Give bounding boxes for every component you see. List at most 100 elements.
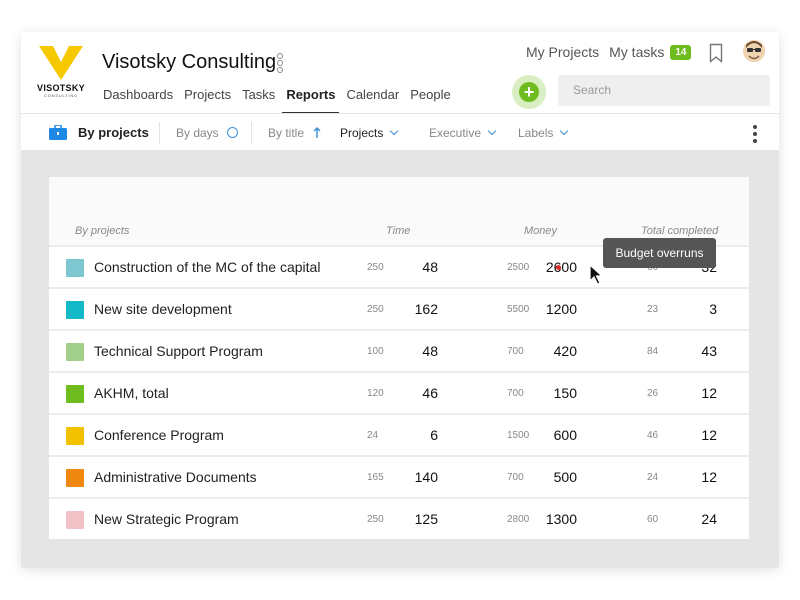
my-tasks-link[interactable]: My tasks bbox=[609, 44, 665, 60]
project-color-swatch bbox=[66, 385, 84, 403]
nav-dashboards[interactable]: Dashboards bbox=[103, 87, 174, 102]
nav-people[interactable]: People bbox=[410, 87, 451, 102]
time-plan: 120 bbox=[367, 388, 384, 399]
money-plan: 2500 bbox=[507, 262, 530, 273]
time-plan: 24 bbox=[367, 430, 379, 441]
by-days-label: By days bbox=[176, 126, 219, 140]
time-actual: 140 bbox=[414, 469, 438, 485]
app-window: VISOTSKY CONSULTING Visotsky Consulting … bbox=[21, 32, 779, 568]
money-plan: 2800 bbox=[507, 514, 530, 525]
time-actual: 125 bbox=[414, 511, 438, 527]
total-plan: 24 bbox=[647, 472, 659, 483]
project-name: Administrative Documents bbox=[94, 469, 257, 485]
circle-icon bbox=[226, 127, 238, 138]
report-panel-header bbox=[49, 177, 749, 245]
project-name: New site development bbox=[94, 301, 232, 317]
table-row[interactable]: New Strategic Program 250 125 2800 1300 … bbox=[49, 497, 749, 539]
logo-subtext: CONSULTING bbox=[44, 93, 78, 98]
column-header-total: Total completed bbox=[641, 225, 719, 237]
project-color-swatch bbox=[66, 259, 84, 277]
total-plan: 46 bbox=[647, 430, 659, 441]
money-actual: 2600 bbox=[545, 259, 577, 275]
report-panel: By projects Time Money Total completed C… bbox=[49, 177, 749, 539]
plus-icon: + bbox=[519, 82, 539, 102]
overrun-indicator[interactable] bbox=[556, 265, 561, 270]
bookmark-icon[interactable] bbox=[709, 43, 723, 63]
money-actual: 500 bbox=[553, 469, 577, 485]
by-projects-tab[interactable]: By projects bbox=[78, 125, 149, 140]
logo-text: VISOTSKY bbox=[37, 83, 85, 93]
add-button[interactable]: + bbox=[512, 75, 546, 109]
money-actual: 420 bbox=[553, 343, 577, 359]
money-plan: 1500 bbox=[507, 430, 530, 441]
money-plan: 700 bbox=[507, 346, 524, 357]
column-header-time: Time bbox=[386, 225, 411, 237]
company-menu-icon[interactable] bbox=[277, 53, 283, 73]
report-toolbar: By projects By days By title Projects Ex… bbox=[21, 113, 779, 151]
company-logo[interactable]: VISOTSKY CONSULTING bbox=[35, 46, 87, 110]
time-actual: 6 bbox=[430, 427, 438, 443]
total-plan: 60 bbox=[647, 514, 659, 525]
total-actual: 24 bbox=[701, 511, 717, 527]
project-color-swatch bbox=[66, 343, 84, 361]
time-actual: 46 bbox=[422, 385, 438, 401]
executive-filter[interactable]: Executive bbox=[429, 114, 497, 152]
total-actual: 12 bbox=[701, 427, 717, 443]
time-plan: 165 bbox=[367, 472, 384, 483]
money-plan: 5500 bbox=[507, 304, 530, 315]
time-actual: 48 bbox=[422, 343, 438, 359]
executive-filter-label: Executive bbox=[429, 126, 482, 140]
company-name: Visotsky Consulting bbox=[102, 51, 277, 73]
nav-tasks[interactable]: Tasks bbox=[242, 87, 276, 102]
table-row[interactable]: New site development 250 162 5500 1200 2… bbox=[49, 287, 749, 329]
total-actual: 3 bbox=[709, 301, 717, 317]
toolbar-divider bbox=[251, 122, 252, 144]
nav-reports[interactable]: Reports bbox=[282, 84, 340, 114]
total-plan: 23 bbox=[647, 304, 659, 315]
money-actual: 600 bbox=[553, 427, 577, 443]
projects-filter[interactable]: Projects bbox=[340, 114, 399, 152]
time-plan: 100 bbox=[367, 346, 384, 357]
nav-projects[interactable]: Projects bbox=[184, 87, 232, 102]
labels-filter[interactable]: Labels bbox=[518, 114, 569, 152]
toolbar-divider bbox=[159, 122, 160, 144]
total-actual: 12 bbox=[701, 469, 717, 485]
project-name: AKHM, total bbox=[94, 385, 169, 401]
sort-by-title[interactable]: By title bbox=[268, 114, 321, 152]
labels-filter-label: Labels bbox=[518, 126, 554, 140]
user-avatar[interactable] bbox=[743, 40, 765, 62]
total-plan: 84 bbox=[647, 346, 659, 357]
time-plan: 250 bbox=[367, 304, 384, 315]
chevron-down-icon bbox=[390, 126, 399, 136]
total-actual: 12 bbox=[701, 385, 717, 401]
table-row[interactable]: AKHM, total 120 46 700 150 26 12 bbox=[49, 371, 749, 413]
chevron-down-icon bbox=[560, 126, 569, 136]
table-row[interactable]: Construction of the MC of the capital 25… bbox=[49, 245, 749, 287]
my-projects-link[interactable]: My Projects bbox=[526, 44, 600, 60]
time-plan: 250 bbox=[367, 262, 384, 273]
time-actual: 162 bbox=[414, 301, 438, 317]
project-color-swatch bbox=[66, 469, 84, 487]
search-input[interactable]: Search bbox=[558, 75, 770, 106]
project-color-swatch bbox=[66, 301, 84, 319]
project-name: Conference Program bbox=[94, 427, 224, 443]
mouse-cursor-icon bbox=[589, 264, 604, 285]
by-days-tab[interactable]: By days bbox=[176, 114, 238, 152]
app-header: VISOTSKY CONSULTING Visotsky Consulting … bbox=[21, 32, 779, 114]
chevron-down-icon bbox=[487, 126, 497, 136]
money-actual: 150 bbox=[553, 385, 577, 401]
table-row[interactable]: Conference Program 24 6 1500 600 46 12 bbox=[49, 413, 749, 455]
table-row[interactable]: Technical Support Program 100 48 700 420… bbox=[49, 329, 749, 371]
budget-overruns-tooltip: Budget overruns bbox=[603, 238, 716, 268]
main-nav: Dashboards Projects Tasks Reports Calend… bbox=[103, 84, 462, 114]
project-color-swatch bbox=[66, 427, 84, 445]
more-options-icon[interactable] bbox=[753, 125, 757, 146]
project-name: New Strategic Program bbox=[94, 511, 239, 527]
project-name: Construction of the MC of the capital bbox=[94, 259, 321, 275]
table-row[interactable]: Administrative Documents 165 140 700 500… bbox=[49, 455, 749, 497]
arrow-up-icon bbox=[313, 127, 321, 138]
total-actual: 43 bbox=[701, 343, 717, 359]
money-actual: 1300 bbox=[545, 511, 577, 527]
nav-calendar[interactable]: Calendar bbox=[346, 87, 400, 102]
top-links: My Projects My tasks 14 bbox=[526, 44, 692, 60]
